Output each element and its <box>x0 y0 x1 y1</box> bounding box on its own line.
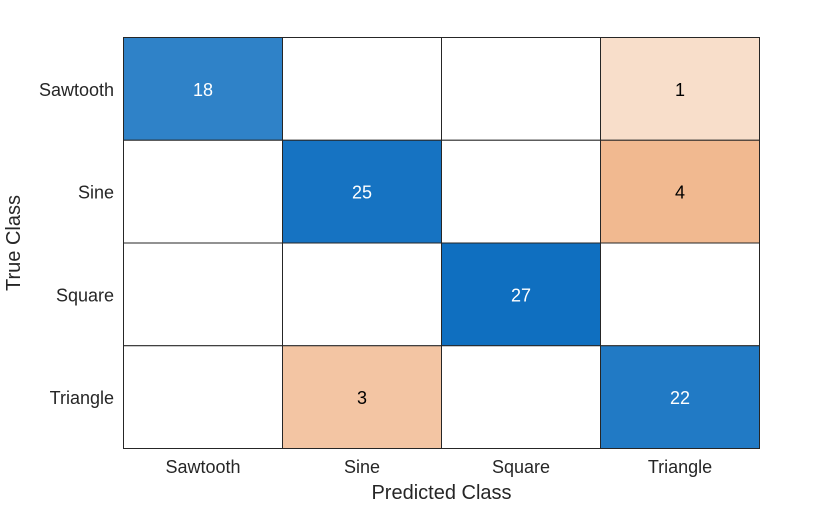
cell-value-label: 25 <box>352 183 372 203</box>
cell-value-label: 1 <box>675 80 685 100</box>
x-tick-label: Sine <box>344 457 380 477</box>
matrix-cell-3-0 <box>123 345 283 449</box>
x-tick-label: Square <box>492 457 550 477</box>
x-tick-label: Sawtooth <box>165 457 240 477</box>
cell-value-label: 27 <box>511 285 531 305</box>
matrix-cell-1-0 <box>123 139 283 244</box>
x-tick-labels: Sawtooth Sine Square Triangle <box>165 457 712 477</box>
matrix-cell-2-1 <box>282 242 442 347</box>
cell-value-label: 22 <box>670 388 690 408</box>
matrix-cell-0-3 <box>600 37 760 141</box>
matrix-cell-0-1 <box>282 37 442 141</box>
cell-value-label: 18 <box>193 80 213 100</box>
matrix-cell-1-2 <box>441 139 601 244</box>
matrix-cell-1-1 <box>282 139 442 244</box>
y-tick-label: Sawtooth <box>39 80 114 100</box>
y-axis-label: True Class <box>3 195 25 291</box>
matrix-cell-0-2 <box>441 37 601 141</box>
matrix-cell-2-2 <box>441 242 601 347</box>
x-tick-label: Triangle <box>648 457 712 477</box>
y-tick-labels: Sawtooth Sine Square Triangle <box>39 80 114 408</box>
matrix-cell-1-3 <box>600 139 760 244</box>
matrix-cell-0-0 <box>123 37 283 141</box>
y-tick-label: Square <box>56 285 114 305</box>
matrix-cell-3-1 <box>282 345 442 449</box>
matrix-cell-2-0 <box>123 242 283 347</box>
y-tick-label: Sine <box>78 183 114 203</box>
y-tick-label: Triangle <box>50 388 114 408</box>
cell-value-label: 4 <box>675 183 685 203</box>
matrix-cells: 18 1 25 4 27 3 22 <box>123 37 760 449</box>
matrix-frame <box>123 37 760 449</box>
matrix-cell-3-2 <box>441 345 601 449</box>
cell-value-label: 3 <box>357 388 367 408</box>
x-axis-label: Predicted Class <box>371 482 511 504</box>
matrix-cell-2-3 <box>600 242 760 347</box>
